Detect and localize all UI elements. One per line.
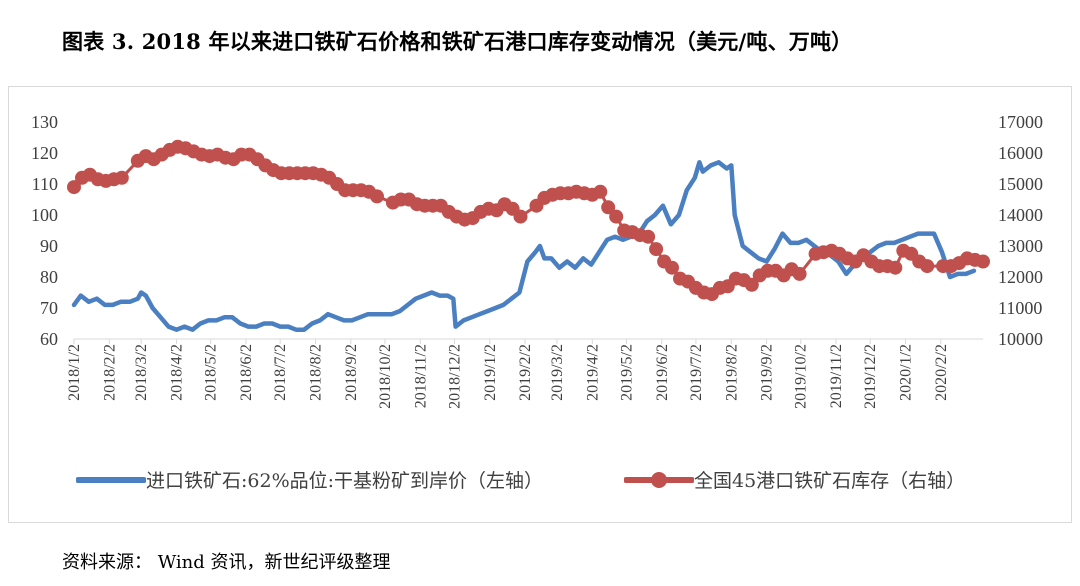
- y-left-tick-label: 90: [40, 236, 58, 256]
- x-tick-label: 2019/4/2: [584, 344, 601, 401]
- series-marker-inventory: [665, 260, 679, 275]
- y-right-tick-label: 14000: [998, 205, 1043, 225]
- x-tick-label: 2019/1/2: [482, 344, 499, 401]
- series-marker-inventory: [641, 229, 656, 244]
- legend-swatch-price: [76, 476, 146, 483]
- legend-item-inventory: 全国45港口铁矿石库存（右轴）: [624, 466, 965, 493]
- x-tick-label: 2019/10/2: [793, 344, 810, 409]
- x-tick-label: 2018/9/2: [343, 344, 360, 401]
- series-marker-inventory: [609, 209, 624, 224]
- x-tick-label: 2018/8/2: [307, 344, 324, 401]
- series-marker-inventory: [114, 170, 129, 185]
- series-marker-inventory: [370, 189, 384, 204]
- x-tick-label: 2019/12/2: [862, 344, 879, 409]
- axes-layer: 60 70 80 90 100 110 120 130 10000 11000 12000 13000…: [31, 112, 1043, 409]
- legend-marker-inventory: [651, 471, 667, 488]
- x-tick-label: 2018/11/2: [412, 344, 429, 408]
- series-marker-inventory: [920, 259, 935, 274]
- x-tick-label: 2019/7/2: [688, 344, 705, 401]
- legend-label-inventory: 全国45港口铁矿石库存（右轴）: [694, 470, 966, 492]
- x-tick-label: 2019/2/2: [517, 344, 534, 401]
- x-tick-label: 2018/3/2: [133, 344, 150, 401]
- legend-item-price: 进口铁矿石:62%品位:干基粉矿到岸价（左轴）: [76, 466, 543, 493]
- series-layer: [67, 139, 990, 332]
- x-tick-label: 2019/6/2: [654, 344, 671, 401]
- y-right-tick-label: 10000: [998, 329, 1043, 349]
- x-tick-label: 2018/1/2: [66, 344, 83, 401]
- y-right-tick-label: 12000: [998, 267, 1043, 287]
- source-note: 资料来源： Wind 资讯，新世纪评级整理: [62, 552, 391, 573]
- series-marker-inventory: [649, 242, 664, 257]
- y-left-tick-label: 100: [31, 205, 58, 225]
- legend-label-price: 进口铁矿石:62%品位:干基粉矿到岸价（左轴）: [146, 470, 544, 492]
- series-line-price: [71, 160, 977, 332]
- series-marker-inventory: [593, 184, 608, 199]
- y-right-tick-label: 11000: [998, 298, 1042, 318]
- y-left-tick-label: 130: [31, 112, 58, 132]
- figure-title: 图表 3. 2018 年以来进口铁矿石价格和铁矿石港口库存变动情况（美元/吨、万…: [62, 29, 853, 54]
- y-left-tick-label: 80: [40, 267, 58, 287]
- x-tick-label: 2019/5/2: [618, 344, 635, 401]
- series-marker-inventory: [888, 260, 903, 275]
- x-tick-label: 2018/2/2: [101, 344, 118, 401]
- series-marker-inventory: [976, 254, 990, 269]
- legend-swatch-inventory: [624, 471, 694, 488]
- series-marker-inventory: [792, 266, 807, 281]
- x-tick-label: 2018/4/2: [169, 344, 186, 401]
- y-right-tick-label: 13000: [998, 236, 1043, 256]
- y-left-tick-label: 110: [32, 174, 58, 194]
- x-tick-label: 2020/1/2: [898, 344, 915, 401]
- chart-frame: [8, 86, 1072, 523]
- y-left-tick-label: 60: [40, 329, 58, 349]
- y-right-tick-label: 15000: [998, 174, 1043, 194]
- x-tick-label: 2019/8/2: [723, 344, 740, 401]
- x-tick-label: 2018/10/2: [377, 344, 394, 409]
- y-right-tick-label: 16000: [998, 143, 1043, 163]
- x-tick-label: 2018/7/2: [272, 344, 289, 401]
- series-marker-inventory: [601, 200, 616, 215]
- legend: 进口铁矿石:62%品位:干基粉矿到岸价（左轴） 全国45港口铁矿石库存（右轴）: [0, 466, 1080, 500]
- series-marker-inventory: [513, 209, 528, 224]
- x-tick-label: 2019/9/2: [759, 344, 776, 401]
- y-left-tick-label: 70: [40, 298, 58, 318]
- y-right-tick-label: 17000: [998, 112, 1043, 132]
- x-tick-label: 2019/3/2: [549, 344, 566, 401]
- x-tick-label: 2019/11/2: [828, 344, 845, 408]
- x-tick-label: 2018/6/2: [238, 344, 255, 401]
- y-left-tick-label: 120: [31, 143, 58, 163]
- x-tick-label: 2018/5/2: [203, 344, 220, 401]
- x-tick-label: 2018/12/2: [446, 344, 463, 409]
- x-tick-label: 2020/2/2: [933, 344, 950, 401]
- series-marker-inventory: [67, 180, 81, 195]
- series-marker-inventory: [744, 277, 759, 292]
